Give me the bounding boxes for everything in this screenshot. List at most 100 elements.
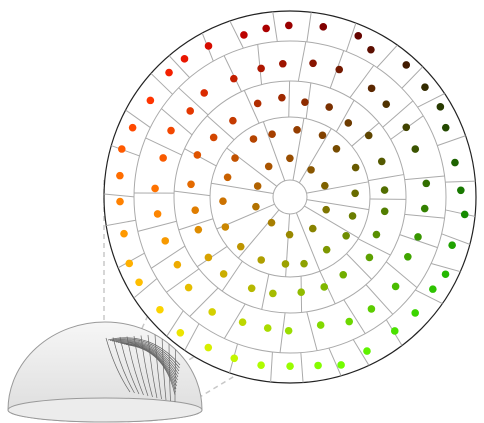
point (420, 204, 429, 213)
point (153, 210, 162, 218)
points (116, 21, 469, 370)
point (184, 283, 193, 292)
point (247, 284, 256, 293)
point (377, 157, 386, 166)
point (319, 23, 328, 31)
point (441, 270, 450, 279)
point (267, 218, 276, 227)
point (460, 210, 469, 219)
point (367, 305, 376, 313)
radial-line (298, 128, 332, 184)
radial-line (104, 219, 136, 229)
radial-line (270, 11, 278, 42)
radial-line (306, 181, 369, 194)
ring (209, 116, 371, 278)
point (240, 31, 248, 39)
point (342, 231, 350, 240)
point (219, 270, 228, 278)
radial-line (306, 311, 318, 351)
point (156, 305, 164, 314)
point (411, 309, 419, 317)
point (221, 223, 230, 231)
point (320, 283, 329, 291)
radial-line (178, 87, 209, 116)
point (337, 361, 345, 369)
point (414, 233, 422, 241)
point (268, 130, 276, 138)
radial-line (292, 118, 305, 181)
radial-line (404, 175, 445, 181)
point (231, 154, 239, 162)
point (344, 119, 353, 127)
point (194, 225, 203, 234)
radial-line (243, 90, 260, 124)
point (382, 100, 391, 108)
radial-line (382, 100, 414, 128)
point (363, 347, 371, 355)
point (332, 144, 341, 153)
point (281, 260, 290, 268)
point (193, 151, 202, 159)
point (125, 259, 134, 268)
dome-base (7, 397, 203, 423)
point (191, 206, 200, 214)
ring (173, 80, 407, 314)
point (257, 64, 265, 73)
radial-line (295, 212, 321, 272)
patch-line (115, 341, 179, 378)
point (230, 74, 238, 83)
patch-line (105, 337, 131, 393)
radial-line (221, 260, 243, 292)
point (354, 32, 363, 40)
point (321, 181, 329, 190)
radial-line (223, 303, 246, 339)
point (422, 179, 431, 188)
radial-line (257, 44, 263, 85)
radial-line (137, 220, 177, 232)
radial-line (385, 261, 418, 288)
point (380, 207, 389, 216)
point (116, 171, 124, 180)
point (402, 61, 411, 69)
point (151, 184, 159, 193)
radial-line (288, 80, 291, 118)
point (146, 96, 155, 105)
point (316, 321, 325, 329)
patch-line (107, 337, 181, 366)
point (367, 84, 376, 93)
radial-line (184, 148, 217, 167)
point (429, 285, 437, 293)
point (300, 259, 308, 268)
point (325, 103, 333, 111)
point (318, 131, 327, 140)
patch-line (117, 342, 178, 381)
radial-line (178, 218, 214, 231)
point (307, 166, 315, 174)
point (345, 317, 354, 326)
patch-line (140, 335, 153, 398)
point (252, 202, 260, 211)
point (390, 327, 399, 335)
point (263, 324, 272, 332)
patch-line (119, 342, 178, 384)
point (380, 186, 389, 194)
patch-line (121, 343, 177, 387)
point (322, 205, 330, 214)
point (186, 107, 195, 115)
point (167, 126, 175, 135)
point (301, 98, 309, 106)
point (451, 158, 459, 167)
radial-line (189, 287, 219, 317)
radial-line (297, 41, 307, 82)
radial-line (399, 234, 438, 249)
point (117, 145, 126, 153)
point (308, 224, 317, 233)
point (269, 289, 277, 298)
point (165, 68, 173, 77)
radial-line (150, 245, 186, 269)
point (257, 361, 265, 369)
point (120, 229, 128, 238)
point (322, 245, 331, 254)
